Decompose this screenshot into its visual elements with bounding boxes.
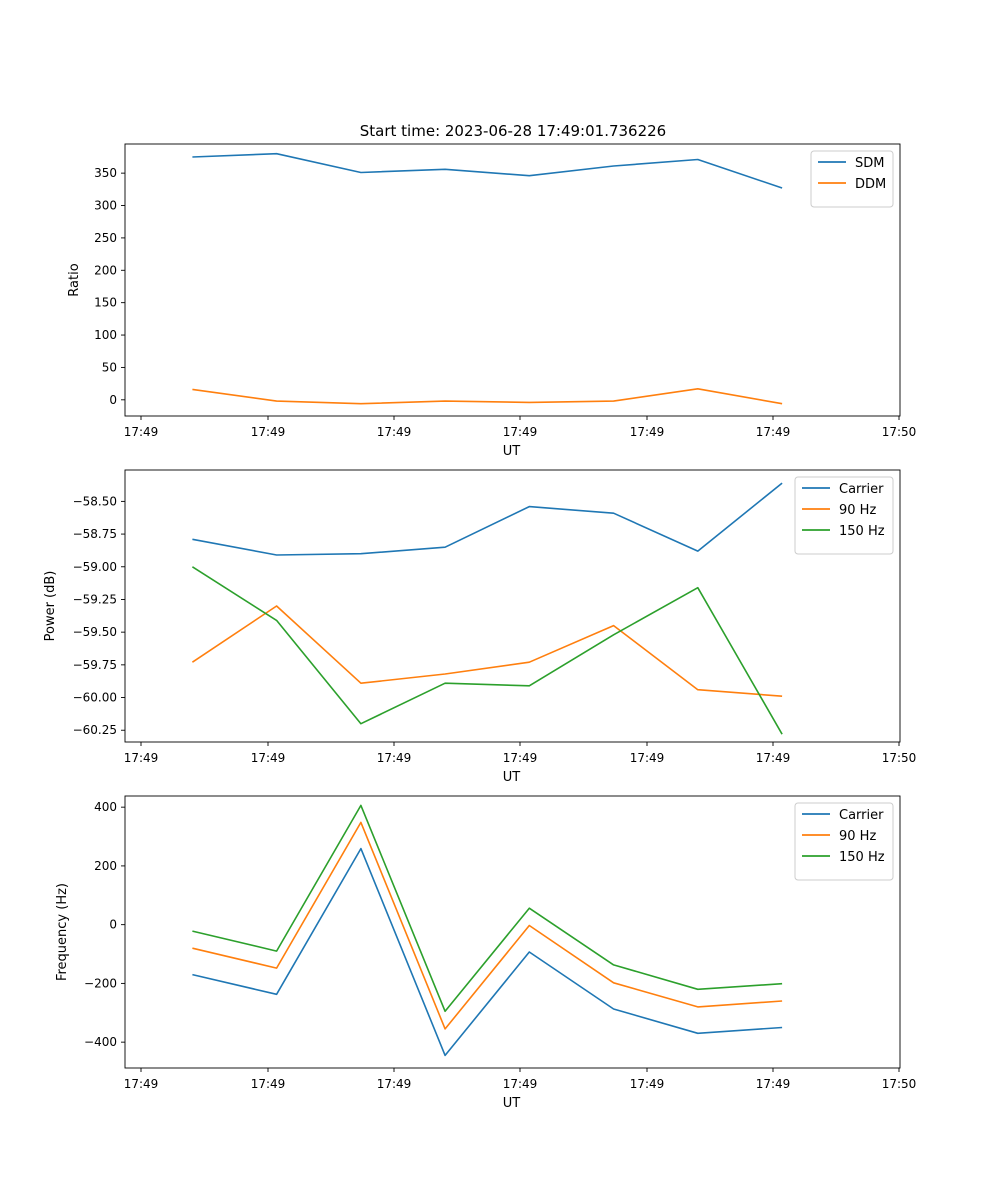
y-tick-label: 0 <box>109 918 117 932</box>
y-tick-label: 0 <box>109 393 117 407</box>
x-axis-label: UT <box>503 770 521 785</box>
series-line-sdm <box>192 152 783 189</box>
plot-frame <box>124 469 901 743</box>
legend-label: 150 Hz <box>839 850 885 865</box>
x-tick-label: 17:49 <box>124 1077 159 1091</box>
legend-label: Carrier <box>839 482 884 497</box>
series-line-150-hz <box>191 566 783 735</box>
y-tick-label: −58.75 <box>73 527 117 541</box>
x-tick-label: 17:49 <box>124 425 159 439</box>
x-tick-label: 17:49 <box>756 751 791 765</box>
legend-box <box>794 802 894 881</box>
y-tick-label: 300 <box>94 199 117 213</box>
y-tick-label: 150 <box>94 296 117 310</box>
x-tick-label: 17:49 <box>251 1077 286 1091</box>
x-tick-label: 17:49 <box>251 751 286 765</box>
legend-label: SDM <box>855 156 884 171</box>
x-tick-label: 17:49 <box>124 751 159 765</box>
legend-box <box>810 150 894 208</box>
y-tick-label: 250 <box>94 231 117 245</box>
x-axis-label: UT <box>503 1096 521 1111</box>
y-tick-label: 400 <box>94 800 117 814</box>
chart-panel-3: −400 −200 0 200 400 17:49 17:49 17:49 17:49 17:49… <box>55 795 917 1111</box>
legend-box <box>794 476 894 555</box>
y-tick-label: −59.75 <box>73 658 117 672</box>
plot-frame <box>124 795 901 1069</box>
chart-panel-2: −60.25 −60.00 −59.75 −59.50 −59.25 −59.00 −58.… <box>43 469 917 785</box>
x-tick-label: 17:50 <box>882 751 917 765</box>
x-tick-label: 17:49 <box>756 1077 791 1091</box>
x-tick-label: 17:49 <box>630 751 665 765</box>
x-tick-label: 17:49 <box>756 425 791 439</box>
y-tick-label: −59.00 <box>73 560 117 574</box>
legend-label: 90 Hz <box>839 503 876 518</box>
y-tick-label: −59.25 <box>73 592 117 606</box>
series-line-carrier <box>192 847 783 1057</box>
legend-label: DDM <box>855 177 886 192</box>
y-tick-label: −60.00 <box>73 691 117 705</box>
x-tick-label: 17:49 <box>503 751 538 765</box>
x-tick-label: 17:49 <box>251 425 286 439</box>
y-tick-label: 200 <box>94 263 117 277</box>
x-tick-label: 17:50 <box>882 425 917 439</box>
y-tick-label: 50 <box>102 360 117 374</box>
x-tick-label: 17:49 <box>503 425 538 439</box>
y-axis-label: Power (dB) <box>43 571 58 642</box>
x-tick-label: 17:49 <box>630 425 665 439</box>
series-line-90-hz <box>191 605 783 697</box>
y-tick-label: −59.50 <box>73 625 117 639</box>
legend: Carrier 90 Hz 150 Hz <box>794 476 894 555</box>
x-tick-label: 17:49 <box>377 751 412 765</box>
x-axis-label: UT <box>503 444 521 459</box>
legend-label: 150 Hz <box>839 524 885 539</box>
x-tick-label: 17:49 <box>377 425 412 439</box>
y-tick-label: 350 <box>94 166 117 180</box>
plot-frame <box>124 143 901 417</box>
y-tick-label: −400 <box>84 1035 117 1049</box>
y-tick-label: 200 <box>94 859 117 873</box>
legend: SDM DDM <box>810 150 894 208</box>
series-line-carrier <box>192 482 783 556</box>
figure-title: Start time: 2023-06-28 17:49:01.736226 <box>360 122 666 140</box>
chart-panel-1: 0 50 100 150 200 250 300 350 17:49 17:49 17:49 17:4… <box>67 143 917 459</box>
y-tick-label: −200 <box>84 976 117 990</box>
series-line-150-hz <box>192 804 783 1013</box>
series-line-90-hz <box>192 821 783 1030</box>
y-tick-label: 100 <box>94 328 117 342</box>
legend-label: Carrier <box>839 808 884 823</box>
x-tick-label: 17:49 <box>630 1077 665 1091</box>
legend: Carrier 90 Hz 150 Hz <box>794 802 894 881</box>
y-tick-label: −58.50 <box>73 494 117 508</box>
y-axis-label: Frequency (Hz) <box>55 883 70 981</box>
y-tick-label: −60.25 <box>73 723 117 737</box>
legend-label: 90 Hz <box>839 829 876 844</box>
x-tick-label: 17:49 <box>503 1077 538 1091</box>
series-line-ddm <box>192 387 783 405</box>
x-tick-label: 17:49 <box>377 1077 412 1091</box>
x-tick-label: 17:50 <box>882 1077 917 1091</box>
y-axis-label: Ratio <box>67 263 82 296</box>
